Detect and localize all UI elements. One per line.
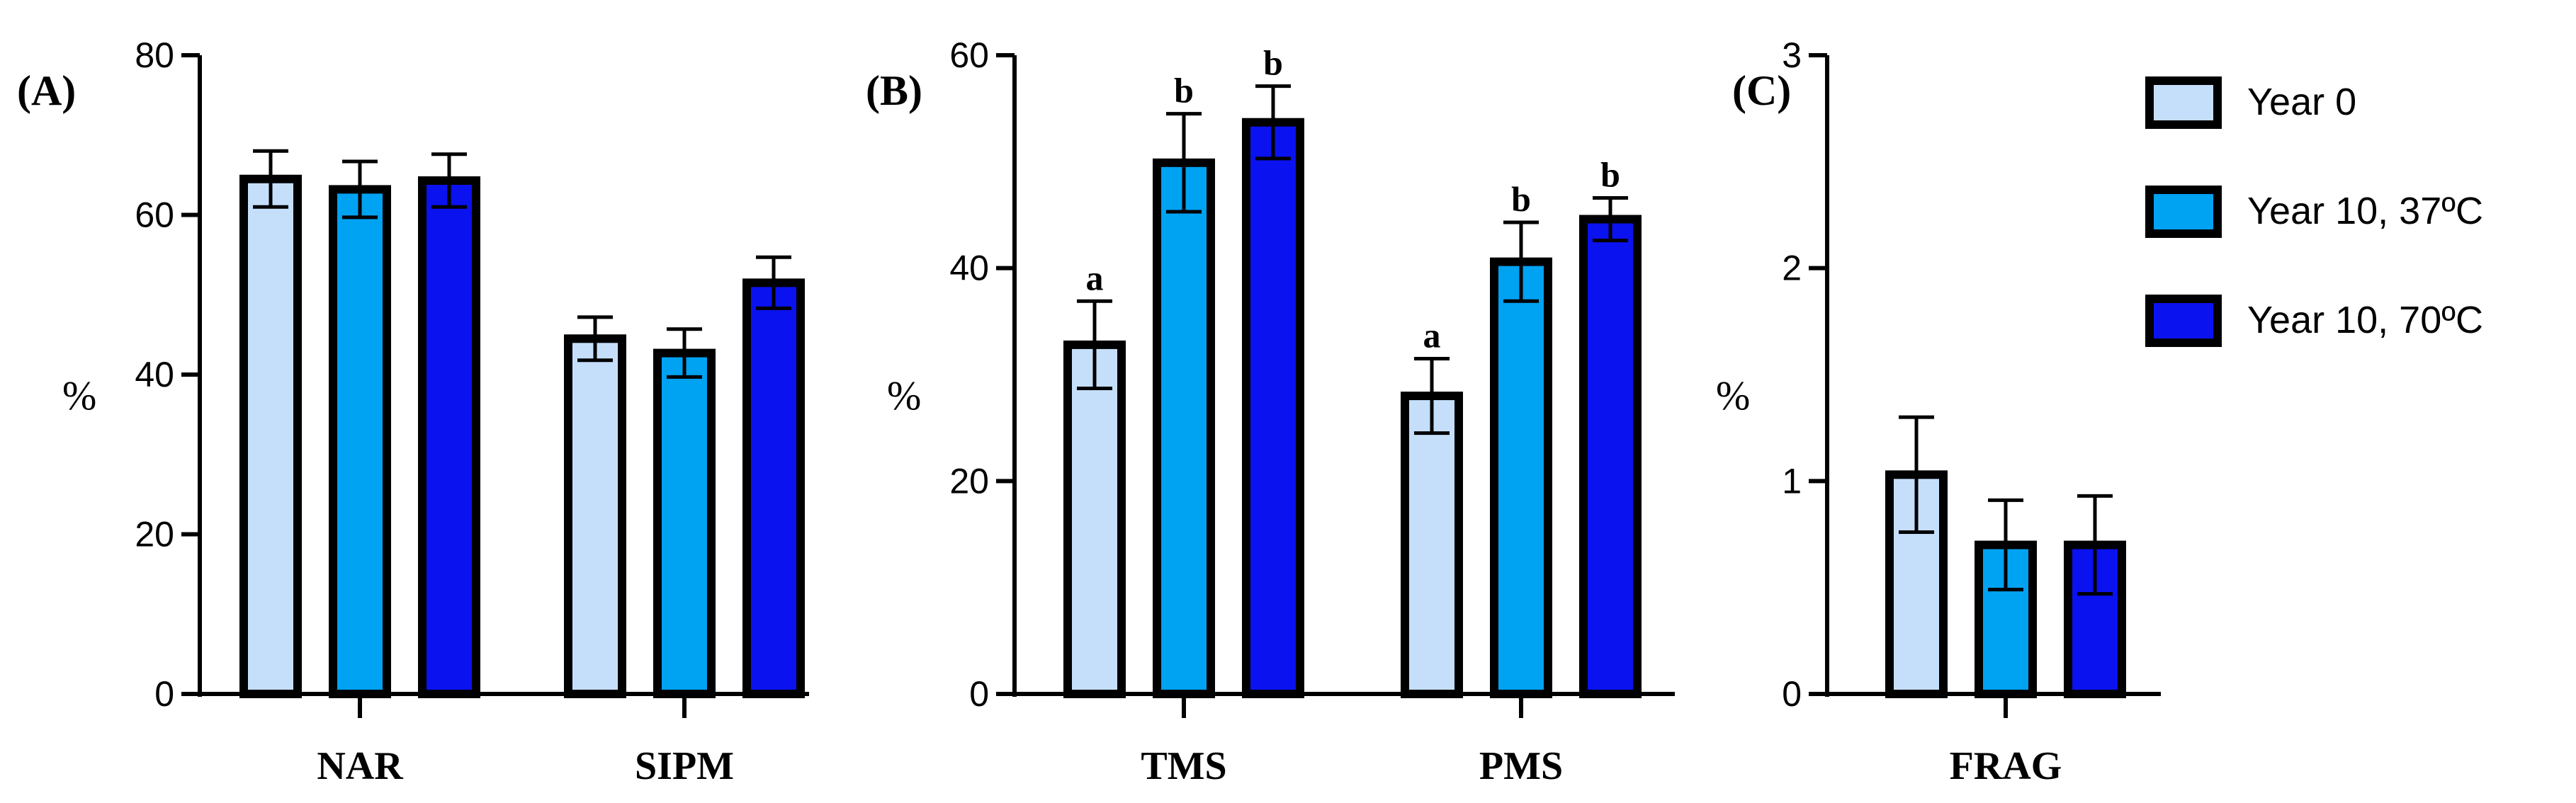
bar — [1401, 392, 1463, 698]
bar — [1242, 118, 1304, 698]
category-label: SIPM — [635, 744, 734, 788]
significance-label: a — [1086, 258, 1104, 297]
y-axis-label: % — [887, 372, 921, 418]
bar — [1579, 215, 1642, 699]
significance-label: b — [1174, 71, 1194, 110]
y-tick-label: 20 — [949, 461, 989, 501]
y-tick-label: 2 — [1782, 249, 1802, 288]
y-axis-label: % — [62, 372, 96, 418]
y-tick-label: 0 — [1782, 674, 1802, 714]
bar — [653, 348, 716, 698]
y-tick-label: 80 — [135, 35, 174, 75]
legend-label: Year 10, 70ºC — [2247, 299, 2483, 341]
bar — [564, 334, 626, 698]
category-label: PMS — [1479, 744, 1563, 788]
chart-panel-2: (B)% 0 20 40 60 TMS a b b PMS a b b — [866, 35, 1675, 788]
legend: Year 0 Year 10, 37ºC Year 10, 70ºC — [2145, 76, 2483, 347]
legend-label: Year 0 — [2247, 81, 2356, 123]
chart-panel-1: (A)% 0 20 40 60 80 NAR SIPM — [17, 35, 809, 788]
bar — [1063, 340, 1126, 698]
y-tick-label: 40 — [949, 249, 989, 288]
y-tick-label: 1 — [1782, 461, 1802, 501]
significance-label: b — [1600, 154, 1620, 194]
bar — [418, 176, 480, 698]
bar — [329, 185, 391, 699]
y-tick-label: 40 — [135, 355, 174, 394]
y-tick-label: 60 — [135, 195, 174, 235]
panel-label: (B) — [866, 67, 922, 114]
significance-label: b — [1263, 43, 1283, 83]
category-label: FRAG — [1950, 744, 2062, 788]
significance-label: b — [1511, 179, 1531, 219]
category-label: TMS — [1141, 744, 1226, 788]
legend-item: Year 10, 37ºC — [2145, 186, 2483, 238]
chart-panel-3: (C)% 0 1 2 3 FRAG — [1716, 35, 2161, 788]
legend-swatch — [2145, 186, 2222, 238]
y-tick-label: 3 — [1782, 35, 1802, 75]
legend-swatch — [2145, 295, 2222, 347]
bar — [239, 174, 302, 698]
panel-label: (A) — [17, 67, 76, 114]
legend-item: Year 10, 70ºC — [2145, 295, 2483, 347]
legend-swatch — [2145, 76, 2222, 129]
legend-label: Year 10, 37ºC — [2247, 190, 2483, 232]
bar — [2064, 540, 2126, 698]
bar — [1490, 257, 1552, 698]
y-tick-label: 0 — [969, 674, 989, 714]
y-tick-label: 20 — [135, 515, 174, 554]
y-tick-label: 0 — [154, 674, 174, 714]
y-axis-label: % — [1716, 372, 1750, 418]
category-label: NAR — [317, 744, 403, 788]
significance-label: a — [1423, 315, 1441, 355]
bar — [742, 278, 805, 698]
bar — [1153, 158, 1215, 698]
legend-item: Year 0 — [2145, 76, 2356, 129]
panel-label: (C) — [1732, 67, 1791, 114]
y-tick-label: 60 — [949, 35, 989, 75]
